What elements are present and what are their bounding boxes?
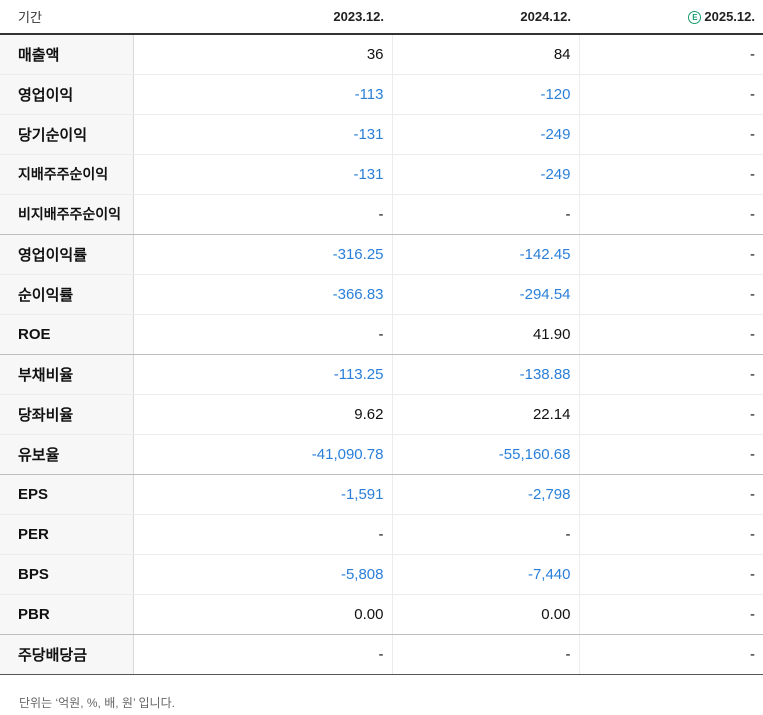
value-cell: 84 [392, 34, 580, 75]
table-row: 영업이익 -113 -120- [0, 74, 763, 115]
value-cell: -120 [392, 74, 580, 115]
row-label: 영업이익 [0, 74, 134, 115]
value-cell: - [579, 434, 763, 475]
value-cell: - [392, 634, 580, 675]
value-cell: 9.62 [133, 394, 393, 435]
table-row: 당기순이익 -131 -249- [0, 114, 763, 155]
value-cell: - [579, 194, 763, 235]
value-cell: - [392, 194, 580, 235]
row-label: PBR [0, 594, 134, 635]
period-2023: 2023.12. [133, 0, 392, 35]
row-label: ROE [0, 314, 134, 355]
value-cell: -1,591 [133, 474, 393, 515]
value-cell: 41.90 [392, 314, 580, 355]
value-cell: - [579, 314, 763, 355]
estimate-icon: E [688, 11, 702, 24]
value-cell: - [579, 554, 763, 595]
header-row: 기간 2023.12. 2024.12. E 2025.12. [0, 0, 763, 35]
table-row: 부채비율 -113.25 -138.88- [0, 354, 763, 395]
financial-table: 기간 2023.12. 2024.12. E 2025.12. 매출액 36 84- 영… [0, 0, 763, 675]
value-cell: - [133, 514, 393, 555]
value-cell: - [579, 154, 763, 195]
period-2024: 2024.12. [392, 0, 579, 35]
value-cell: -294.54 [392, 274, 580, 315]
value-cell: -316.25 [133, 234, 393, 275]
value-cell: - [579, 274, 763, 315]
row-label: 당좌비율 [0, 394, 134, 435]
value-cell: -138.88 [392, 354, 580, 395]
value-cell: - [579, 514, 763, 555]
row-label: 순이익률 [0, 274, 134, 315]
value-cell: -131 [133, 154, 393, 195]
value-cell: - [579, 634, 763, 675]
table-row: 지배주주순이익 -131 -249- [0, 154, 763, 195]
row-label: 비지배주주순이익 [0, 194, 134, 235]
row-label: 매출액 [0, 34, 134, 75]
value-cell: 0.00 [133, 594, 393, 635]
value-cell: - [392, 514, 580, 555]
value-cell: -41,090.78 [133, 434, 393, 475]
table-row: 비지배주주순이익 - - - [0, 194, 763, 235]
value-cell: 36 [133, 34, 393, 75]
row-label: PER [0, 514, 134, 555]
table-body: 매출액 36 84- 영업이익 -113 -120- 당기순이익 -131 -249- 지배주주순… [0, 34, 763, 675]
table-row: 주당배당금 - - - [0, 634, 763, 675]
row-label: 지배주주순이익 [0, 154, 134, 195]
value-cell: -249 [392, 154, 580, 195]
table-row: 매출액 36 84- [0, 34, 763, 75]
table-row: 순이익률 -366.83 -294.54- [0, 274, 763, 315]
row-label: 주당배당금 [0, 634, 134, 675]
value-cell: -113.25 [133, 354, 393, 395]
table-row: PBR 0.00 0.00- [0, 594, 763, 635]
value-cell: -249 [392, 114, 580, 155]
row-label: 당기순이익 [0, 114, 134, 155]
unit-note: 단위는 ‘억원, %, 배, 원’ 입니다. [19, 696, 175, 710]
value-cell: - [133, 194, 393, 235]
row-label: 유보율 [0, 434, 134, 475]
row-label: 영업이익률 [0, 234, 134, 275]
value-cell: -142.45 [392, 234, 580, 275]
value-cell: 0.00 [392, 594, 580, 635]
table-row: 당좌비율 9.62 22.14- [0, 394, 763, 435]
table-row: 영업이익률 -316.25 -142.45- [0, 234, 763, 275]
value-cell: - [579, 114, 763, 155]
value-cell: - [579, 354, 763, 395]
table-row: ROE -41.90- [0, 314, 763, 355]
table-row: EPS -1,591 -2,798- [0, 474, 763, 515]
value-cell: -2,798 [392, 474, 580, 515]
value-cell: -55,160.68 [392, 434, 580, 475]
value-cell: - [579, 234, 763, 275]
value-cell: - [133, 634, 393, 675]
value-cell: - [133, 314, 393, 355]
value-cell: - [579, 74, 763, 115]
value-cell: -113 [133, 74, 393, 115]
table-row: PER - - - [0, 514, 763, 555]
value-cell: -366.83 [133, 274, 393, 315]
value-cell: 22.14 [392, 394, 580, 435]
row-label: BPS [0, 554, 134, 595]
value-cell: - [579, 394, 763, 435]
value-cell: -5,808 [133, 554, 393, 595]
value-cell: -7,440 [392, 554, 580, 595]
row-label: 부채비율 [0, 354, 134, 395]
table-row: BPS -5,808 -7,440- [0, 554, 763, 595]
period-2025-estimate: E 2025.12. [579, 0, 763, 35]
value-cell: - [579, 474, 763, 515]
period-header-label: 기간 [0, 0, 133, 35]
table-row: 유보율 -41,090.78 -55,160.68- [0, 434, 763, 475]
row-label: EPS [0, 474, 134, 515]
value-cell: -131 [133, 114, 393, 155]
value-cell: - [579, 34, 763, 75]
period-2025-label: 2025.12. [704, 9, 755, 24]
value-cell: - [579, 594, 763, 635]
